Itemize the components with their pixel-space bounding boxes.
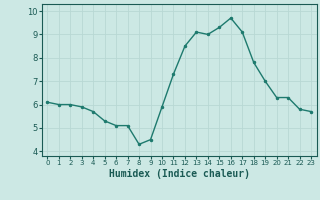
X-axis label: Humidex (Indice chaleur): Humidex (Indice chaleur) — [109, 169, 250, 179]
